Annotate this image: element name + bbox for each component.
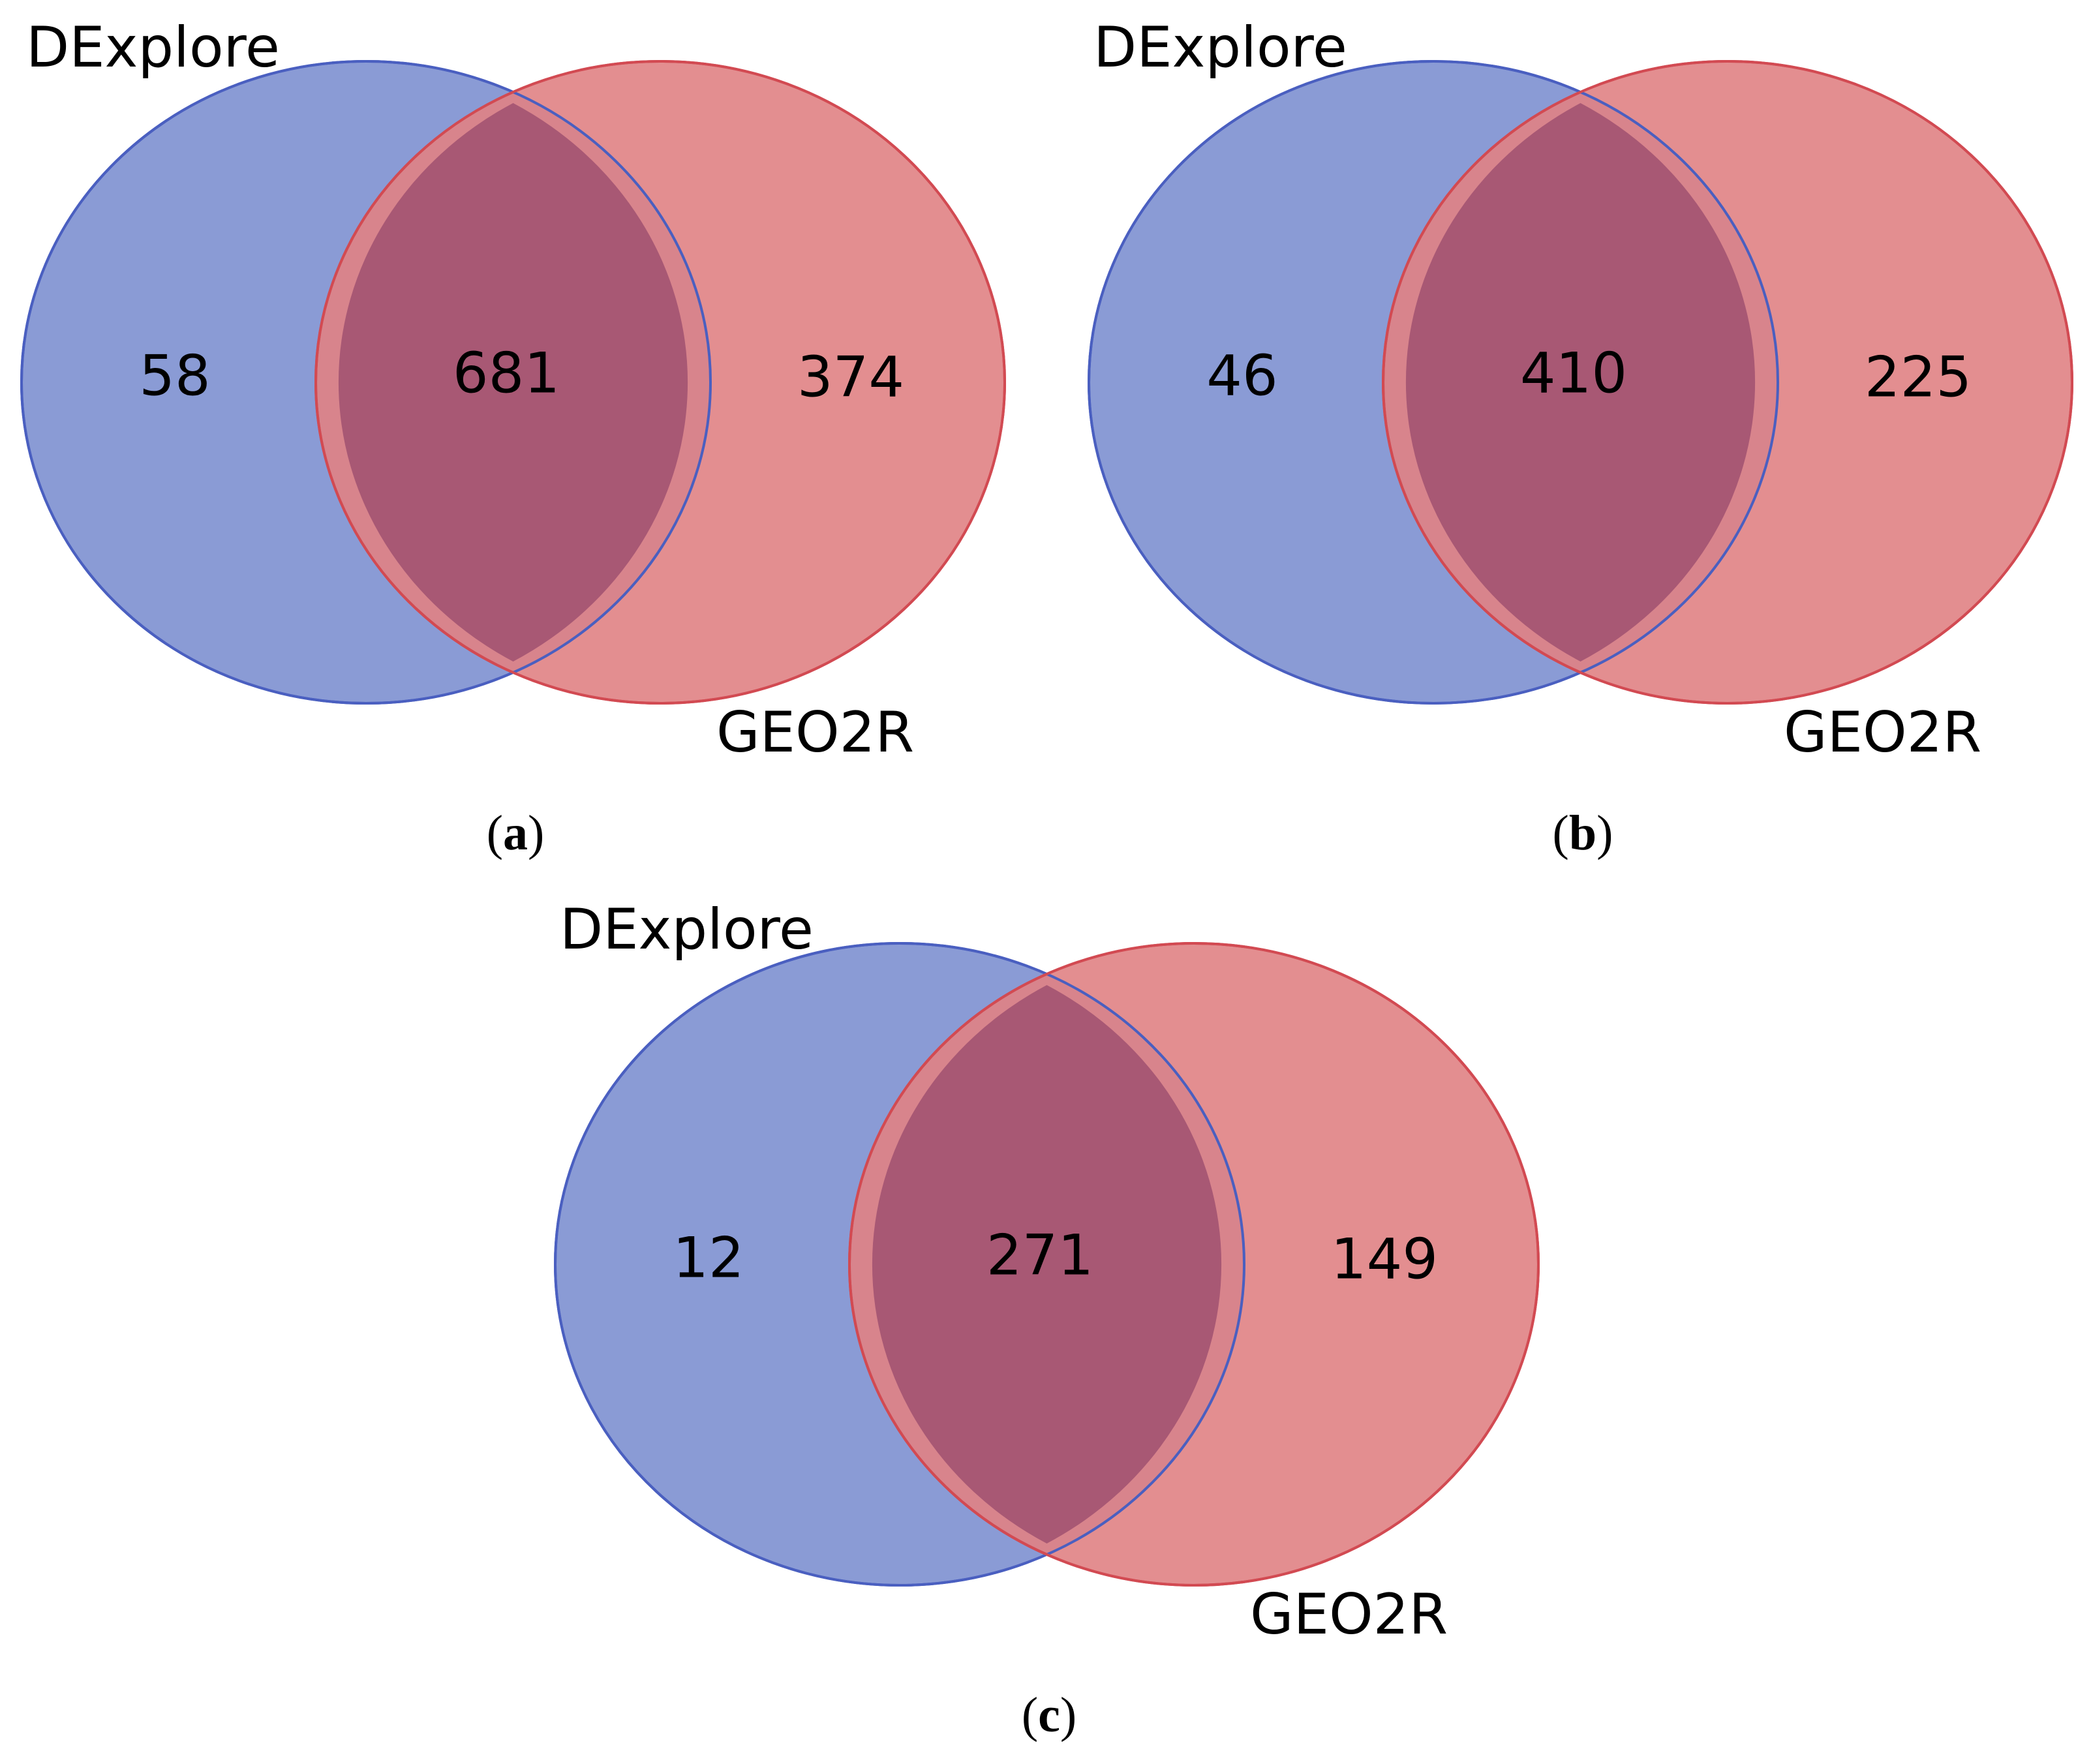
venn-panel-a: DExplore GEO2R 58 681 374 (a) — [20, 15, 1006, 860]
dexplore-outline — [1088, 60, 1779, 705]
count-geo2r-only: 225 — [1865, 344, 1972, 410]
set-label-geo2r: GEO2R — [1784, 700, 1981, 765]
geo2r-outline — [848, 942, 1540, 1587]
set-label-dexplore: DExplore — [26, 15, 280, 80]
intersection-region — [338, 103, 688, 662]
set-label-geo2r: GEO2R — [1250, 1582, 1448, 1647]
intersection-region — [872, 985, 1222, 1543]
set-label-dexplore: DExplore — [1093, 15, 1347, 80]
panel-caption: (b) — [1553, 806, 1613, 860]
panel-caption: (a) — [487, 806, 545, 860]
count-geo2r-only: 149 — [1331, 1226, 1438, 1292]
geo2r-outline — [314, 60, 1006, 705]
count-intersection: 271 — [986, 1223, 1093, 1288]
count-geo2r-only: 374 — [797, 344, 904, 410]
panel-caption: (c) — [1022, 1688, 1076, 1742]
count-dexplore-only: 12 — [673, 1225, 744, 1290]
count-dexplore-only: 46 — [1206, 343, 1277, 408]
count-dexplore-only: 58 — [139, 343, 210, 408]
dexplore-outline — [554, 942, 1245, 1587]
set-label-dexplore: DExplore — [560, 897, 814, 962]
dexplore-outline — [20, 60, 712, 705]
count-intersection: 410 — [1520, 341, 1627, 406]
intersection-region — [1405, 103, 1756, 662]
venn-panel-b: DExplore GEO2R 46 410 225 (b) — [1088, 15, 2073, 860]
geo2r-outline — [1382, 60, 2073, 705]
venn-panel-c: DExplore GEO2R 12 271 149 (c) — [554, 897, 1540, 1742]
count-intersection: 681 — [453, 341, 560, 406]
set-label-geo2r: GEO2R — [716, 700, 914, 765]
